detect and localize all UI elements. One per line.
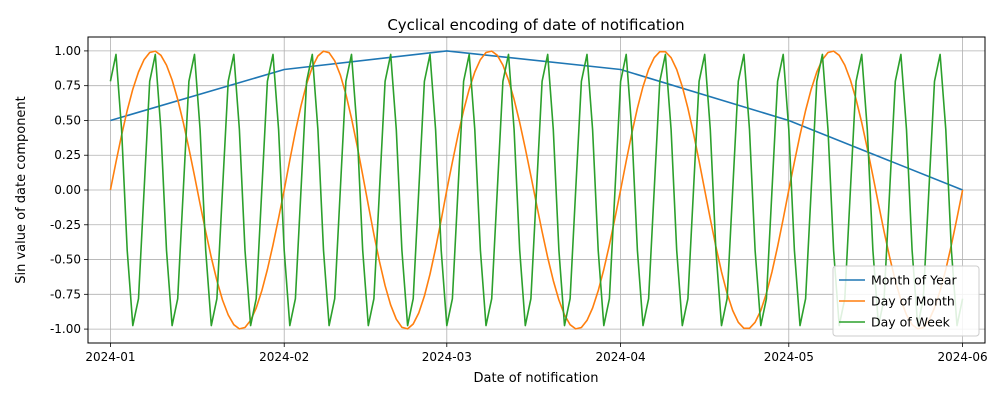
x-tick-label: 2024-02 [259,350,309,364]
y-tick-label: 0.25 [54,148,81,162]
y-tick-label: 0.00 [54,183,81,197]
x-tick-label: 2024-06 [938,350,988,364]
y-tick-label: -0.25 [50,218,81,232]
x-tick-label: 2024-05 [764,350,814,364]
y-tick-label: 1.00 [54,44,81,58]
x-tick-label: 2024-01 [85,350,135,364]
series-line-2 [109,53,964,327]
legend-entry: Day of Week [871,315,951,330]
x-tick-label: 2024-03 [422,350,472,364]
plot-series [109,50,964,330]
y-tick-label: -0.50 [50,253,81,267]
y-tick-label: 0.50 [54,113,81,127]
legend-entry: Month of Year [871,273,957,288]
y-axis-ticks: 1.00 0.75 0.50 0.25 0.00 -0.25 -0.50 -0.75 -1.00 [50,44,88,336]
legend: Month of Year Day of Month Day of Week [832,265,980,337]
y-tick-label: -1.00 [50,322,81,336]
series-line-0 [110,50,963,191]
chart-title: Cyclical encoding of date of notificatio… [387,16,684,34]
y-tick-label: -0.75 [50,287,81,301]
legend-box [832,265,980,337]
x-tick-label: 2024-04 [596,350,646,364]
x-axis-ticks: 2024-01 2024-02 2024-03 2024-04 2024-05 2024-… [85,343,988,364]
y-tick-label: 0.75 [54,79,81,93]
x-axis-label: Date of notification [474,371,599,386]
y-axis-label: Sin value of date component [14,96,29,284]
legend-entry: Day of Month [871,294,955,309]
